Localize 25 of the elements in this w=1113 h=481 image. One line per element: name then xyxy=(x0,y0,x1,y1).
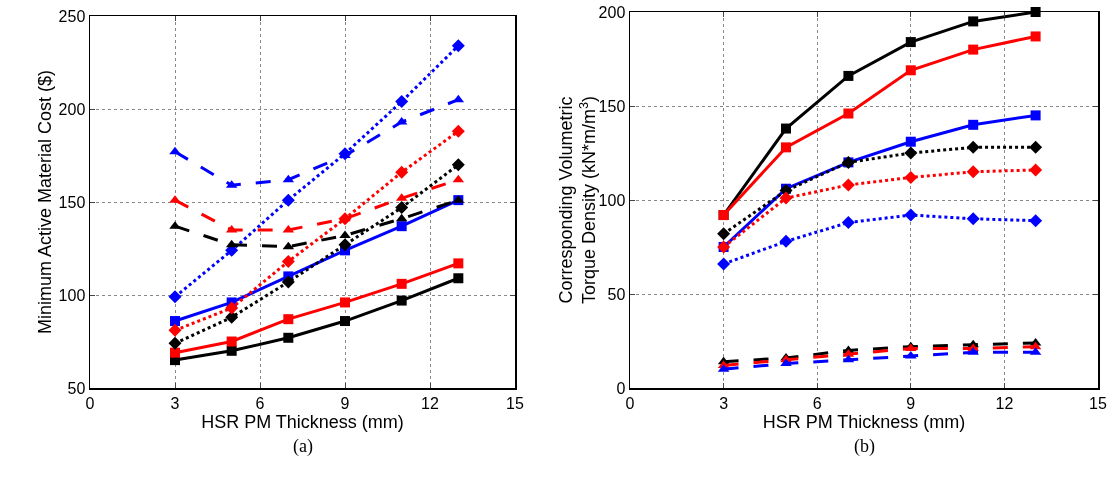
y-tick-label: 0 xyxy=(616,379,626,397)
x-tick-label: 15 xyxy=(1089,394,1107,412)
x-tick-label: 12 xyxy=(421,394,439,412)
y-tick-label: 50 xyxy=(607,285,626,303)
y-tick-label: 150 xyxy=(598,97,626,115)
x-tick-label: 6 xyxy=(812,394,822,412)
x-axis-title: HSR PM Thickness (mm) xyxy=(201,411,404,432)
y-tick-label: 50 xyxy=(67,379,86,397)
text: (b) xyxy=(854,436,875,457)
y-tick-label: 100 xyxy=(58,286,86,304)
y-tick-label: 150 xyxy=(58,193,86,211)
x-tick-label: 6 xyxy=(255,394,265,412)
x-axis-title: HSR PM Thickness (mm) xyxy=(762,411,966,432)
x-tick-label: 3 xyxy=(719,394,729,412)
x-tick-label: 9 xyxy=(906,394,916,412)
y-tick-label: 200 xyxy=(598,3,626,21)
x-tick-label: 3 xyxy=(170,394,180,412)
y-tick-label: 200 xyxy=(58,100,86,118)
x-tick-label: 9 xyxy=(340,394,350,412)
x-tick-label: 12 xyxy=(995,394,1014,412)
text: (a) xyxy=(293,436,313,457)
x-tick-label: 15 xyxy=(506,394,524,412)
y-tick-label: 100 xyxy=(598,191,626,209)
y-axis-title: Minimum Active Material Cost ($) xyxy=(35,69,56,335)
y-tick-label: 250 xyxy=(58,7,86,25)
